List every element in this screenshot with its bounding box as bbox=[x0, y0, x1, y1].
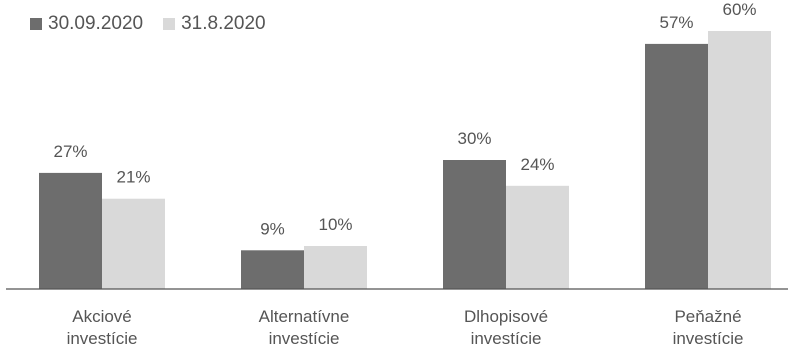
data-label-series-1-cat-4: 57% bbox=[659, 13, 693, 32]
legend-item-series-1: 30.09.2020 bbox=[30, 13, 143, 35]
x-tick-label-cat-3-line-2: investície bbox=[471, 329, 542, 348]
x-tick-label-cat-2-line-2: investície bbox=[269, 329, 340, 348]
x-tick-label-cat-4-line-1: Peňažné bbox=[674, 307, 741, 326]
legend-swatch-series-1 bbox=[30, 18, 42, 30]
bar-series-1-cat-4 bbox=[645, 43, 708, 290]
data-labels-group: 27% 21% 9% 10% 30% 24% 57% 60% bbox=[53, 0, 756, 238]
data-label-series-2-cat-2: 10% bbox=[318, 215, 352, 234]
data-label-series-2-cat-4: 60% bbox=[722, 0, 756, 19]
bar-series-2-cat-2 bbox=[304, 246, 367, 289]
legend-item-series-2: 31.8.2020 bbox=[163, 13, 266, 35]
legend-label-series-1: 30.09.2020 bbox=[48, 13, 144, 34]
bar-series-1-cat-1 bbox=[39, 172, 102, 289]
bars-group bbox=[39, 31, 771, 290]
x-tick-label-cat-3-line-1: Dlhopisové bbox=[464, 307, 548, 326]
bar-series-2-cat-1 bbox=[102, 198, 165, 289]
bar-series-1-cat-3 bbox=[443, 160, 506, 289]
x-tick-label-cat-2-line-1: Alternatívne bbox=[259, 307, 350, 326]
data-label-series-2-cat-3: 24% bbox=[520, 155, 554, 174]
x-tick-label-cat-1-line-1: Akciové bbox=[72, 307, 132, 326]
x-tick-label-cat-1-line-2: investície bbox=[67, 329, 138, 348]
x-tick-labels-group: Akciové investície Alternatívne investície D… bbox=[67, 307, 744, 348]
chart-legend: 30.09.2020 31.8.2020 bbox=[30, 13, 286, 35]
data-label-series-1-cat-2: 9% bbox=[260, 219, 285, 238]
bar-series-1-cat-2 bbox=[241, 250, 304, 289]
bar-series-2-cat-3 bbox=[506, 185, 569, 289]
data-label-series-2-cat-1: 21% bbox=[116, 168, 150, 187]
legend-label-series-2: 31.8.2020 bbox=[181, 13, 266, 34]
data-label-series-1-cat-1: 27% bbox=[53, 142, 87, 161]
data-label-series-1-cat-3: 30% bbox=[457, 129, 491, 148]
x-tick-label-cat-4-line-2: investície bbox=[673, 329, 744, 348]
legend-swatch-series-2 bbox=[163, 18, 176, 30]
bar-series-2-cat-4 bbox=[708, 31, 771, 289]
